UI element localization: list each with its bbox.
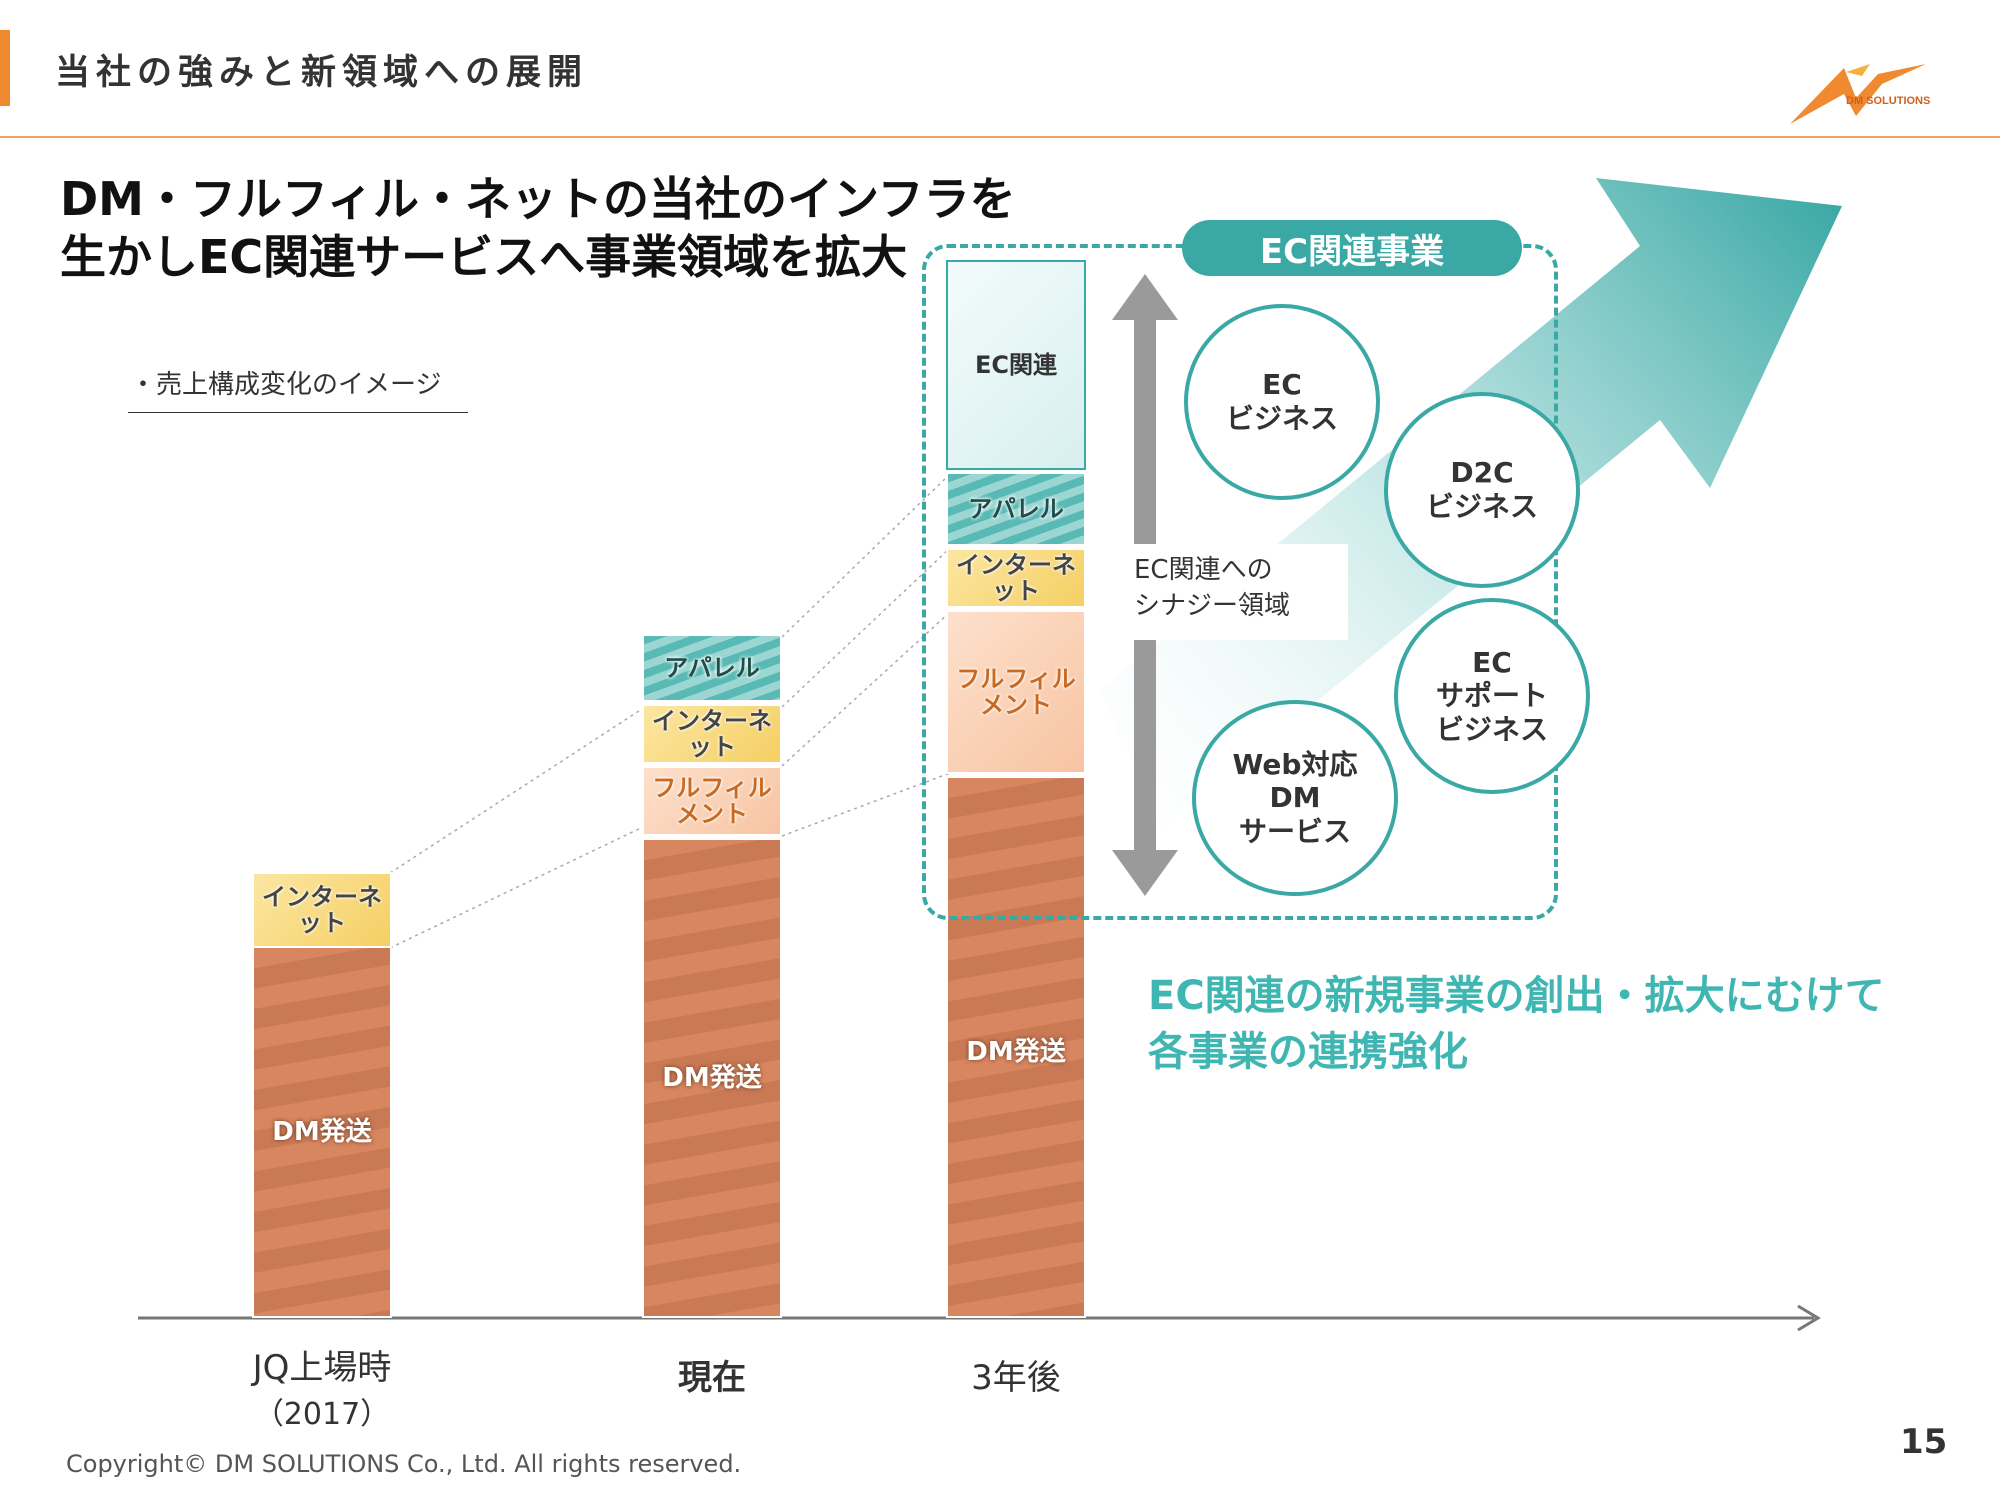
bar-2-segment-fulfillment: フルフィル メント [642, 766, 782, 836]
x-label-jq: JQ上場時 （2017） [252, 1348, 392, 1432]
circle-d2c-business: D2C ビジネス [1384, 392, 1580, 588]
page-title: 当社の強みと新領域への展開 [55, 53, 589, 93]
circle-ec-support-business: EC サポート ビジネス [1394, 598, 1590, 794]
subtitle: ・売上構成変化のイメージ [130, 370, 442, 400]
logo-mark-icon [1790, 64, 1926, 124]
accent-bar [0, 30, 10, 106]
bar-1-segment-dm: DM発送 [252, 946, 392, 1318]
bar-3-segment-internet: インターネット [946, 548, 1086, 608]
copyright: Copyright© DM SOLUTIONS Co., Ltd. All ri… [66, 1450, 742, 1478]
bar-2-segment-apparel: アパレル [642, 634, 782, 702]
tagline: EC関連の新規事業の創出・拡大にむけて 各事業の連携強化 [1148, 973, 1885, 1075]
ec-business-title: EC関連事業 [1182, 220, 1522, 276]
headline-line-2: 生かしEC関連サービスへ事業領域を拡大 [60, 230, 908, 284]
headline: DM・フルフィル・ネットの当社のインフラを 生かしEC関連サービスへ事業領域を拡… [60, 170, 1016, 286]
bar-3-segment-ec: EC関連 [946, 260, 1086, 470]
page-number: 15 [1900, 1422, 1948, 1462]
headline-line-1: DM・フルフィル・ネットの当社のインフラを [60, 172, 1016, 226]
logo-text: DM SOLUTIONS [1846, 95, 1930, 107]
bar-1-segment-internet: インターネット [252, 872, 392, 948]
bar-3-segment-apparel: アパレル [946, 472, 1086, 546]
x-label-now: 現在 [678, 1358, 746, 1398]
subtitle-underline [128, 412, 468, 413]
synergy-label: EC関連への シナジー領域 [1120, 544, 1348, 640]
bar-2-segment-dm: DM発送 [642, 838, 782, 1318]
company-logo: DM SOLUTIONS [1790, 64, 1930, 124]
circle-web-dm-service: Web対応 DM サービス [1192, 700, 1398, 896]
bar-2-segment-internet: インターネット [642, 704, 782, 764]
bar-3-segment-fulfillment: フルフィル メント [946, 610, 1086, 774]
x-label-3years: 3年後 [971, 1358, 1061, 1398]
bar-3-segment-dm: DM発送 [946, 776, 1086, 1318]
circle-ec-business: EC ビジネス [1184, 304, 1380, 500]
header-divider [0, 136, 2000, 138]
